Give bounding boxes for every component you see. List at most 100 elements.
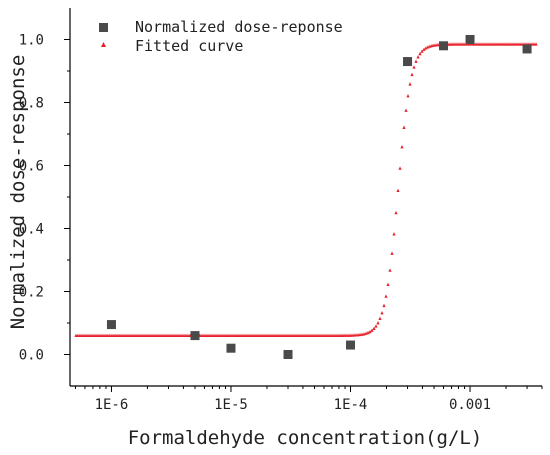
fitted-curve-point	[112, 333, 116, 337]
fitted-curve-point	[92, 333, 96, 337]
y-tick-label: 0.8	[19, 96, 44, 112]
fitted-curve-point	[306, 333, 310, 337]
fitted-curve-point	[162, 333, 166, 337]
fitted-curve-point	[268, 333, 272, 337]
fitted-curve-point	[122, 333, 126, 337]
fitted-curve-point	[240, 333, 244, 337]
fitted-curve-point	[242, 333, 246, 337]
fitted-curve-point	[266, 333, 270, 337]
fitted-curve-point	[124, 333, 128, 337]
fitted-curve-point	[480, 42, 484, 46]
fitted-curve-point	[204, 333, 208, 337]
fitted-curve-point	[118, 333, 122, 337]
y-tick-label: 0.6	[19, 159, 44, 175]
y-tick-label: 1.0	[19, 33, 44, 49]
legend-marker-triangle	[101, 42, 106, 47]
fitted-curve-point	[142, 333, 146, 337]
fitted-curve-point	[108, 333, 112, 337]
fitted-curve-point	[76, 333, 80, 337]
x-tick-label: 0.001	[449, 397, 491, 413]
fitted-curve-point	[514, 42, 518, 46]
fitted-curve-point	[158, 333, 162, 337]
fitted-curve-point	[476, 42, 480, 46]
fitted-curve-point	[404, 108, 408, 112]
fitted-curve-point	[384, 294, 388, 298]
fitted-curve-point	[96, 333, 100, 337]
fitted-curve-point	[502, 42, 506, 46]
fitted-curve-point	[496, 42, 500, 46]
fitted-curve-point	[102, 333, 106, 337]
fitted-curve-point	[88, 333, 92, 337]
fitted-curve-point	[478, 42, 482, 46]
fitted-curve-point	[104, 333, 108, 337]
fitted-curve-point	[140, 333, 144, 337]
fitted-curve-point	[202, 333, 206, 337]
fitted-curve-point	[410, 72, 414, 77]
fitted-curve-point	[168, 333, 172, 337]
fitted-curve-point	[208, 333, 212, 337]
fitted-curve-point	[288, 333, 292, 337]
fitted-curve-point	[116, 333, 120, 337]
plot-area	[70, 8, 542, 386]
fitted-curve-point	[160, 333, 164, 337]
fitted-curve-point	[422, 47, 426, 51]
fitted-curve-point	[258, 333, 262, 337]
fitted-curve-point	[382, 303, 386, 308]
fitted-curve-point	[300, 333, 304, 337]
fitted-curve-point	[86, 333, 90, 337]
fitted-curve-point	[298, 333, 302, 337]
fitted-curve-point	[82, 333, 86, 337]
fitted-curve-point	[280, 333, 284, 337]
fitted-curve-point	[74, 333, 78, 337]
fitted-curve-point	[218, 333, 222, 337]
fitted-curve-point	[230, 333, 234, 337]
fitted-curve-point	[286, 333, 290, 337]
fitted-curve-point	[484, 42, 488, 46]
fitted-curve-point	[126, 333, 130, 337]
fitted-curve-point	[246, 333, 250, 337]
legend: Normalized dose-reponse Fitted curve	[99, 18, 343, 55]
data-marks	[74, 35, 538, 359]
fitted-curve-point	[136, 333, 140, 337]
fitted-curve-point	[216, 333, 220, 337]
fitted-curve-point	[234, 333, 238, 337]
legend-label-scatter: Normalized dose-reponse	[135, 18, 343, 36]
fitted-curve-point	[156, 333, 160, 337]
fitted-curve-point	[424, 46, 428, 50]
fitted-curve-point	[254, 333, 258, 337]
fitted-curve-point	[238, 333, 242, 337]
fitted-curve-point	[150, 333, 154, 337]
fitted-curve-point	[490, 42, 494, 46]
fitted-curve-point	[284, 333, 288, 337]
x-tick-label: 1E-4	[334, 397, 368, 413]
fitted-curve-point	[516, 42, 520, 46]
fitted-curve-point	[512, 42, 516, 46]
fitted-curve-point	[504, 42, 508, 46]
fitted-curve-point	[132, 333, 136, 337]
legend-marker-square	[99, 23, 108, 32]
fitted-curve-point	[184, 333, 188, 337]
fitted-curve-point	[414, 59, 418, 63]
fitted-curve-point	[248, 333, 252, 337]
fitted-curve-point	[106, 333, 110, 337]
fitted-curve-point	[172, 333, 176, 337]
fitted-curve-point	[272, 333, 276, 337]
fitted-curve-point	[276, 333, 280, 337]
fitted-curve-point	[408, 82, 412, 86]
fitted-curve-point	[206, 333, 210, 337]
fitted-curve-point	[174, 333, 178, 337]
fitted-curve-point	[488, 42, 492, 46]
fitted-curve-point	[260, 333, 264, 337]
fitted-curve-point	[388, 268, 392, 272]
fitted-curve-point	[110, 333, 114, 337]
fitted-curve-point	[534, 42, 538, 46]
fitted-curve-point	[392, 232, 396, 236]
fitted-curve-point	[296, 333, 300, 337]
fitted-curve-point	[314, 333, 318, 337]
fitted-curve-point	[274, 333, 278, 337]
fitted-curve-point	[372, 326, 376, 331]
fitted-curve-point	[144, 333, 148, 337]
fitted-curve-point	[506, 42, 510, 46]
fitted-curve-point	[210, 333, 214, 337]
fitted-curve-point	[310, 333, 314, 337]
